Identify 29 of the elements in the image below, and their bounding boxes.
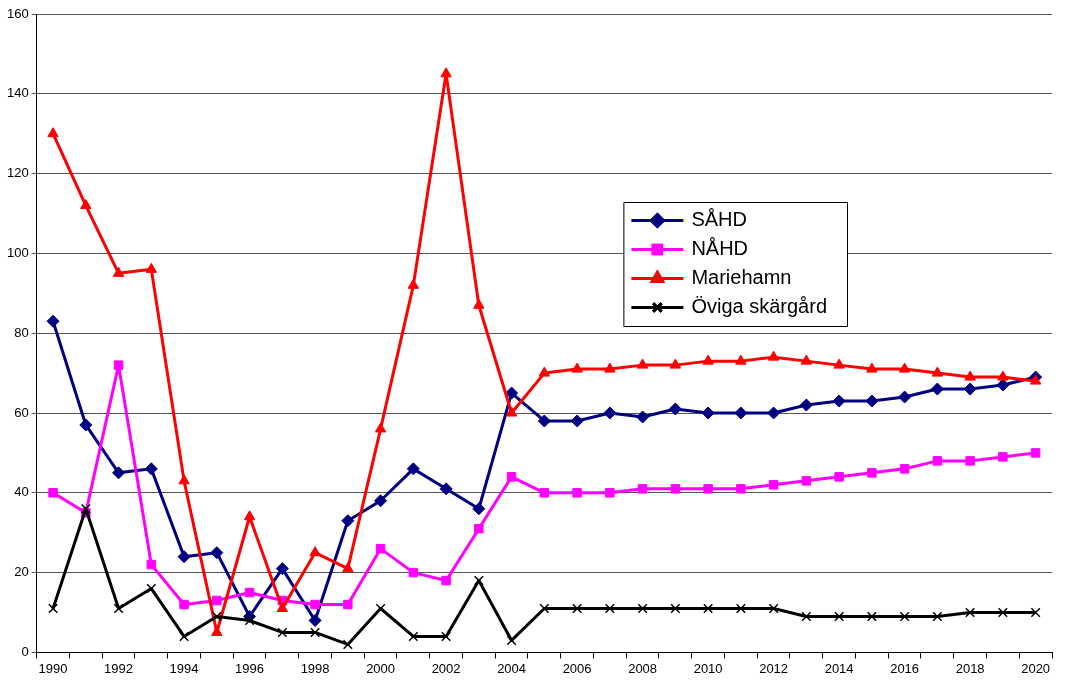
x-tick-label: 2016 [890,660,920,676]
legend-label: SÅHD [691,208,747,231]
x-tick-label: 2018 [955,660,985,676]
x-tick-label: 2008 [628,660,658,676]
y-tick-label: 40 [14,484,29,500]
x-tick-label: 2000 [366,660,396,676]
x-tick-label: 1990 [38,660,68,676]
legend-label: Mariehamn [691,266,792,289]
y-tick-label: 160 [6,5,29,21]
x-tick-label: 1994 [169,660,199,676]
y-tick-label: 100 [6,244,29,260]
y-tick-label: 20 [14,564,29,580]
legend-label: Öviga skärgård [691,295,828,318]
x-tick-label: 2020 [1021,660,1051,676]
y-tick-label: 140 [6,85,29,101]
y-tick-label: 120 [6,165,29,181]
x-tick-label: 1998 [300,660,330,676]
x-tick-label: 1992 [104,660,134,676]
x-tick-label: 2014 [824,660,854,676]
x-tick-label: 2006 [562,660,592,676]
x-tick-label: 1996 [235,660,265,676]
x-tick-label: 2012 [759,660,789,676]
y-tick-label: 80 [14,324,29,340]
y-tick-label: 0 [21,643,29,659]
x-tick-label: 2002 [431,660,461,676]
x-tick-label: 2004 [497,660,527,676]
y-tick-label: 60 [14,404,29,420]
legend-label: NÅHD [691,237,749,260]
x-tick-label: 2010 [693,660,723,676]
